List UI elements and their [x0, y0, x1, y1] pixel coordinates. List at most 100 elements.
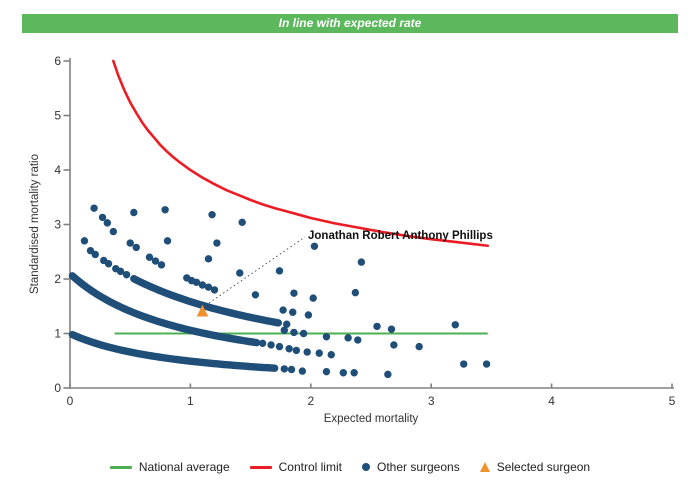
- other-surgeon-point[interactable]: [354, 336, 362, 344]
- y-tick-label: 3: [54, 218, 61, 232]
- other-surgeon-point[interactable]: [315, 349, 323, 357]
- other-surgeon-point[interactable]: [116, 267, 125, 276]
- legend-item-national-average: National average: [109, 460, 230, 474]
- y-tick-label: 2: [54, 272, 61, 286]
- other-surgeon-point[interactable]: [310, 242, 319, 250]
- other-surgeon-point[interactable]: [322, 333, 331, 341]
- other-surgeon-point[interactable]: [351, 288, 360, 297]
- legend-label: Selected surgeon: [496, 460, 591, 474]
- other-surgeon-point[interactable]: [460, 360, 468, 368]
- other-surgeon-point[interactable]: [267, 341, 275, 349]
- other-surgeon-point[interactable]: [327, 351, 335, 359]
- other-surgeon-point[interactable]: [103, 219, 112, 227]
- other-surgeon-point[interactable]: [309, 294, 317, 302]
- selected-surgeon-marker[interactable]: [196, 304, 209, 317]
- other-surgeon-point[interactable]: [210, 286, 219, 294]
- status-banner: In line with expected rate: [22, 14, 678, 33]
- other-surgeon-point[interactable]: [482, 360, 491, 368]
- other-surgeon-point[interactable]: [122, 270, 131, 279]
- other-surgeons-band[interactable]: [68, 272, 261, 347]
- other-surgeon-point[interactable]: [387, 325, 396, 333]
- other-surgeon-point[interactable]: [258, 339, 267, 348]
- other-surgeon-point[interactable]: [373, 322, 381, 331]
- other-surgeon-point[interactable]: [304, 311, 313, 319]
- chart-legend: National average Control limit Other sur…: [0, 460, 700, 474]
- other-surgeon-point[interactable]: [236, 269, 244, 277]
- other-surgeon-point[interactable]: [290, 289, 298, 297]
- other-surgeon-point[interactable]: [91, 250, 99, 259]
- other-surgeon-point[interactable]: [415, 342, 423, 351]
- other-surgeon-point[interactable]: [151, 257, 160, 265]
- x-tick-label: 1: [187, 394, 194, 408]
- other-surgeon-point[interactable]: [163, 237, 172, 245]
- x-axis-title: Expected mortality: [324, 413, 419, 425]
- other-surgeon-point[interactable]: [290, 328, 298, 337]
- other-surgeon-point[interactable]: [279, 306, 287, 314]
- other-surgeon-point[interactable]: [204, 255, 213, 263]
- y-tick-label: 6: [54, 54, 61, 68]
- other-surgeon-point[interactable]: [90, 204, 98, 212]
- other-surgeon-point[interactable]: [285, 345, 293, 353]
- other-surgeon-point[interactable]: [251, 291, 260, 299]
- other-surgeon-point[interactable]: [192, 278, 201, 286]
- selected-surgeon-label: Jonathan Robert Anthony Phillips: [308, 230, 493, 242]
- other-surgeon-point[interactable]: [451, 321, 459, 329]
- other-surgeon-point[interactable]: [339, 369, 348, 377]
- other-surgeon-point[interactable]: [292, 346, 301, 355]
- other-surgeon-point[interactable]: [280, 326, 289, 334]
- legend-item-control-limit: Control limit: [249, 460, 342, 474]
- y-tick-label: 1: [54, 327, 61, 341]
- x-tick-label: 5: [669, 394, 676, 408]
- other-surgeon-point[interactable]: [299, 329, 308, 338]
- other-surgeon-point[interactable]: [98, 213, 107, 222]
- control-limit-line-icon: [249, 465, 272, 469]
- other-surgeon-point[interactable]: [208, 210, 216, 219]
- other-surgeon-point[interactable]: [213, 239, 221, 247]
- other-surgeon-point[interactable]: [132, 243, 140, 252]
- other-surgeons-band[interactable]: [130, 274, 282, 327]
- other-surgeon-point[interactable]: [198, 281, 207, 289]
- legend-label: Other surgeons: [376, 460, 460, 474]
- funnel-plot: 0 1 2 3 4 5 6 0 1 2 3 4 5 Standardised mortality rati…: [29, 54, 676, 425]
- legend-label: Control limit: [278, 460, 342, 474]
- x-tick-label: 3: [428, 394, 435, 408]
- other-surgeon-point[interactable]: [303, 348, 311, 356]
- other-surgeon-point[interactable]: [298, 367, 307, 375]
- other-surgeon-point[interactable]: [275, 342, 284, 351]
- x-tick-label: 4: [548, 394, 555, 408]
- other-surgeon-point[interactable]: [350, 369, 358, 377]
- other-surgeon-point[interactable]: [109, 227, 118, 236]
- other-surgeon-point[interactable]: [104, 260, 113, 268]
- control-limit-curve: [112, 59, 490, 248]
- x-tick-label: 0: [67, 394, 74, 408]
- other-surgeon-point[interactable]: [275, 267, 284, 275]
- other-surgeon-point[interactable]: [344, 334, 352, 342]
- other-surgeon-point[interactable]: [280, 365, 289, 373]
- other-surgeon-point[interactable]: [357, 258, 366, 266]
- legend-item-other-surgeons: Other surgeons: [361, 460, 460, 474]
- other-surgeon-point[interactable]: [80, 237, 89, 245]
- selected-surgeon-triangle-icon: [479, 462, 490, 472]
- other-surgeon-point[interactable]: [238, 218, 246, 227]
- other-surgeons-band[interactable]: [68, 330, 279, 372]
- x-tick-label: 2: [307, 394, 314, 408]
- status-banner-text: In line with expected rate: [278, 16, 422, 30]
- y-tick-label: 4: [54, 163, 61, 177]
- y-tick-label: 5: [54, 109, 61, 123]
- other-surgeon-point[interactable]: [289, 308, 297, 316]
- other-surgeon-point[interactable]: [126, 239, 134, 247]
- other-surgeon-point[interactable]: [145, 253, 154, 261]
- other-surgeon-point[interactable]: [322, 367, 331, 376]
- other-surgeon-point[interactable]: [390, 341, 398, 349]
- other-surgeon-point[interactable]: [130, 208, 138, 217]
- legend-item-selected-surgeon: Selected surgeon: [479, 460, 591, 474]
- other-surgeon-point[interactable]: [157, 261, 166, 269]
- legend-label: National average: [138, 460, 230, 474]
- other-surgeon-point[interactable]: [204, 283, 213, 291]
- y-axis-title: Standardised mortality ratio: [29, 154, 41, 294]
- other-surgeon-point[interactable]: [283, 320, 291, 328]
- other-surgeon-point[interactable]: [384, 370, 392, 379]
- other-surgeon-point[interactable]: [287, 365, 296, 374]
- other-surgeon-point[interactable]: [161, 206, 169, 214]
